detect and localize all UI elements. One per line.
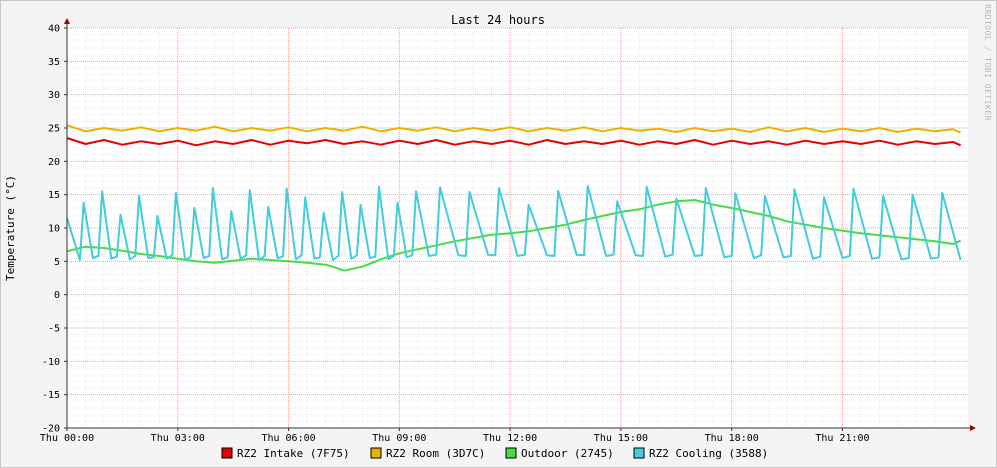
- y-tick-label: 15: [48, 190, 60, 201]
- legend-label: RZ2 Intake (7F75): [237, 447, 350, 460]
- y-tick-label: -20: [42, 424, 60, 435]
- y-tick-labels: 40 35 30 25 20 15 10 5 0 -5 -10 -15 -20: [42, 24, 60, 435]
- legend-item-1: RZ2 Room (3D7C): [370, 447, 485, 460]
- y-tick-label: 30: [48, 90, 60, 101]
- y-tick-label: -5: [48, 324, 60, 335]
- x-tick-labels: Thu 00:00 Thu 03:00 Thu 06:00 Thu 09:00 Thu …: [40, 433, 870, 444]
- legend-label: Outdoor (2745): [521, 447, 614, 460]
- x-tick-label: Thu 12:00: [483, 433, 537, 444]
- x-axis-arrow-icon: [970, 425, 976, 431]
- chart-title: Last 24 hours: [451, 13, 545, 27]
- legend-swatch: [505, 447, 517, 459]
- legend-swatch: [370, 447, 382, 459]
- x-tick-label: Thu 03:00: [151, 433, 205, 444]
- y-tick-label: -10: [42, 357, 60, 368]
- x-tick-label: Thu 06:00: [261, 433, 315, 444]
- y-tick-label: 10: [48, 224, 60, 235]
- series-line-3: [66, 185, 962, 261]
- y-tick-label: 25: [48, 124, 60, 135]
- legend-label: RZ2 Room (3D7C): [386, 447, 485, 460]
- legend-label: RZ2 Cooling (3588): [649, 447, 768, 460]
- series-line-0: [66, 137, 962, 147]
- legend: RZ2 Intake (7F75) RZ2 Room (3D7C) Outdoor …: [221, 447, 768, 460]
- y-axis-arrow-icon: [64, 18, 70, 24]
- series-line-1: [66, 124, 962, 134]
- legend-item-3: RZ2 Cooling (3588): [633, 447, 768, 460]
- x-tick-label: Thu 15:00: [594, 433, 648, 444]
- y-tick-label: 0: [54, 290, 60, 301]
- x-tick-label: Thu 18:00: [705, 433, 759, 444]
- legend-item-0: RZ2 Intake (7F75): [221, 447, 350, 460]
- series-line-2: [66, 199, 962, 272]
- x-tick-label: Thu 09:00: [372, 433, 426, 444]
- y-tick-label: 20: [48, 157, 60, 168]
- rrdtool-watermark: RRDTOOL / TOBI OETIKER: [983, 4, 992, 121]
- legend-swatch: [633, 447, 645, 459]
- y-tick-label: 5: [54, 257, 60, 268]
- y-axis-label: Temperature (°C): [4, 175, 17, 281]
- legend-item-2: Outdoor (2745): [505, 447, 614, 460]
- axes: [64, 18, 976, 431]
- x-tick-label: Thu 00:00: [40, 433, 94, 444]
- y-tick-label: 40: [48, 24, 60, 35]
- series-layer: [66, 124, 962, 272]
- y-tick-label: 35: [48, 57, 60, 68]
- y-tick-label: -15: [42, 390, 60, 401]
- x-tick-label: Thu 21:00: [815, 433, 869, 444]
- legend-swatch: [221, 447, 233, 459]
